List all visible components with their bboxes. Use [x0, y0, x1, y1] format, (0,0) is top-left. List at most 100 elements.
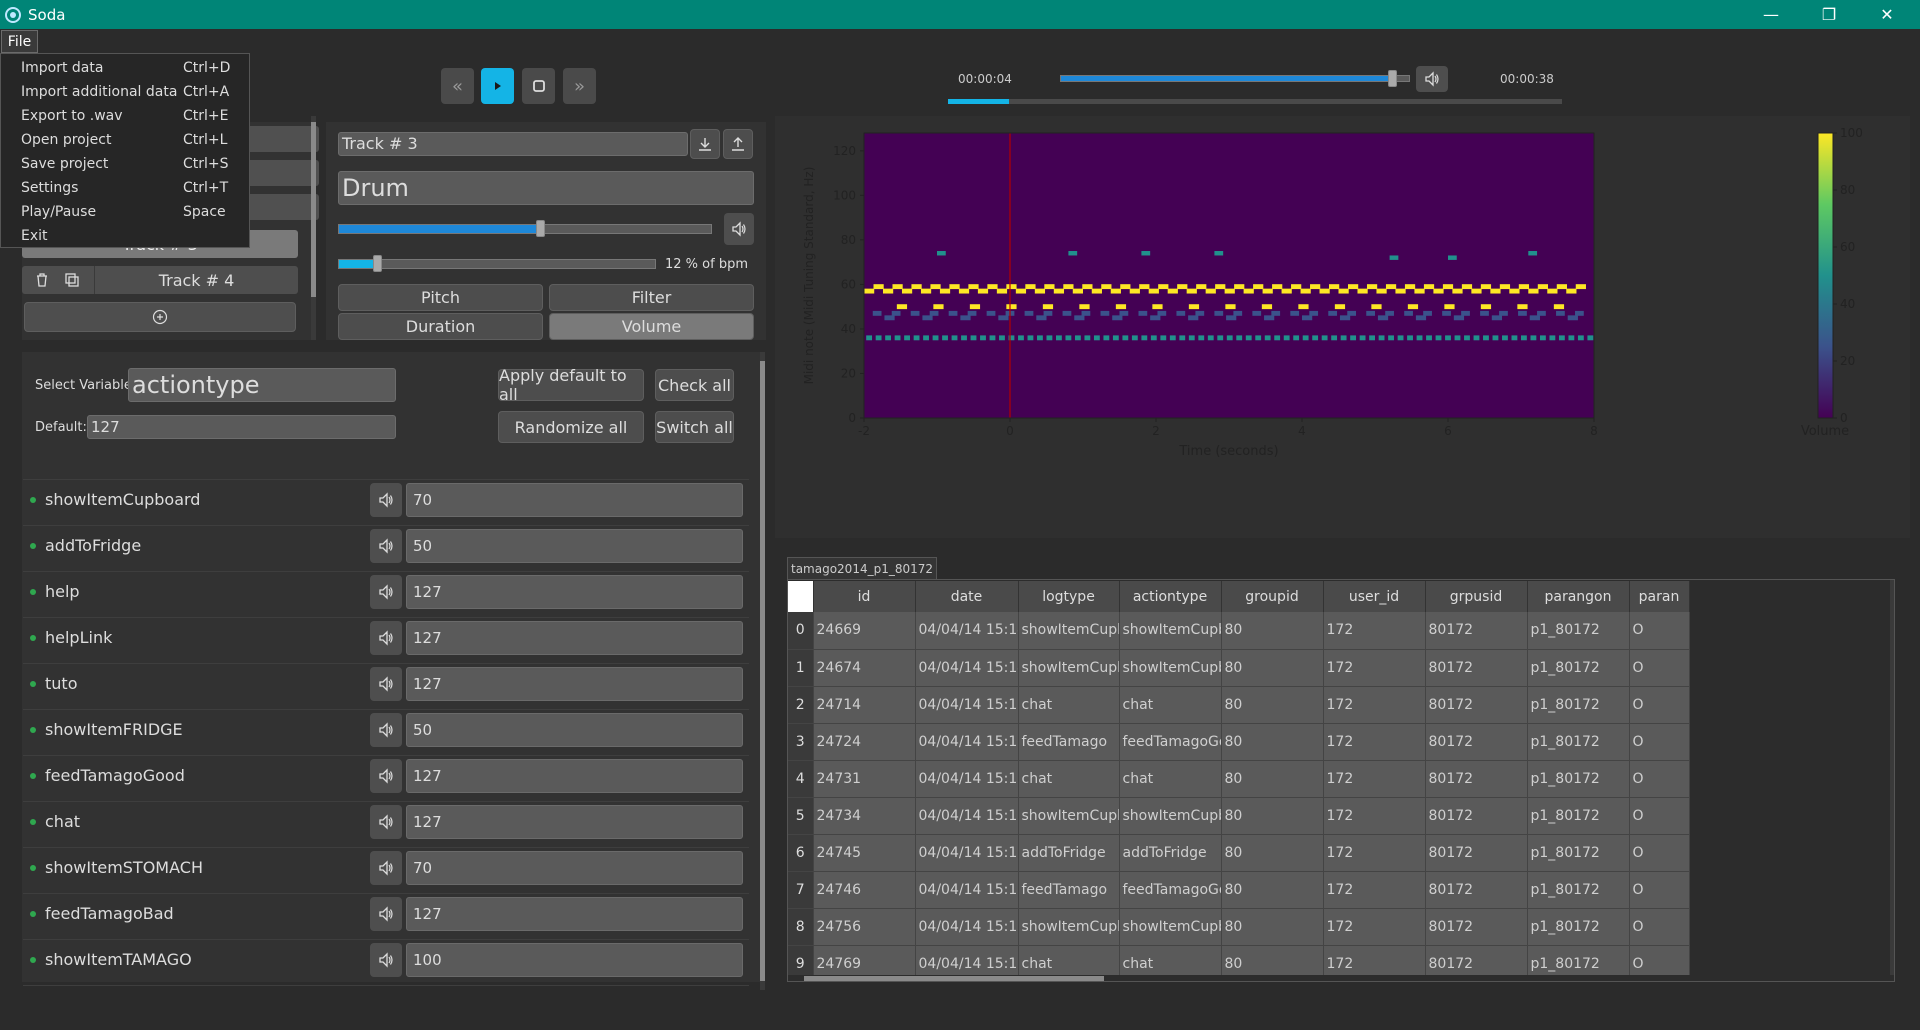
menu-item-settings[interactable]: Settings Ctrl+T [1, 176, 249, 200]
table-cell[interactable]: 172 [1323, 686, 1426, 724]
row-header[interactable]: 8 [788, 908, 814, 946]
check-all-button[interactable]: Check all [655, 369, 734, 401]
track-row-2[interactable] [247, 160, 319, 186]
variable-listen-button[interactable] [370, 621, 402, 655]
table-cell[interactable]: 24745 [813, 834, 916, 872]
track-row-3[interactable] [247, 194, 319, 220]
table-cell[interactable]: p1_80172 [1527, 871, 1630, 909]
table-corner-select-all[interactable] [788, 581, 814, 612]
variable-value-field[interactable]: 127 [406, 667, 743, 701]
variable-value-field[interactable]: 127 [406, 621, 743, 655]
table-cell[interactable]: 04/04/14 15:14:20 [915, 649, 1019, 687]
table-cell[interactable]: 24714 [813, 686, 916, 724]
table-cell[interactable]: p1_80172 [1527, 760, 1630, 798]
apply-default-button[interactable]: Apply default to all [498, 366, 644, 404]
table-cell[interactable]: 80 [1221, 908, 1324, 946]
track-row-4[interactable]: Track # 4 [22, 266, 298, 294]
table-cell[interactable]: 80 [1221, 871, 1324, 909]
table-cell[interactable]: 80172 [1425, 723, 1528, 761]
table-cell[interactable]: O [1629, 649, 1690, 687]
variable-listen-button[interactable] [370, 483, 402, 517]
table-cell[interactable]: feedTamagoGo... [1119, 871, 1222, 909]
table-cell[interactable]: chat [1119, 686, 1222, 724]
bpm-handle[interactable] [372, 255, 382, 272]
table-cell[interactable]: feedTamagoGo... [1119, 723, 1222, 761]
table-cell[interactable]: showItemCupb... [1119, 649, 1222, 687]
menu-file[interactable]: File [1, 30, 38, 53]
variable-active-indicator[interactable] [30, 911, 36, 917]
track-volume-slider[interactable] [338, 220, 712, 237]
row-header[interactable]: 4 [788, 760, 814, 798]
variable-value-field[interactable]: 100 [406, 943, 743, 977]
variable-listen-button[interactable] [370, 759, 402, 793]
table-cell[interactable]: 04/04/14 15:16:53 [915, 908, 1019, 946]
variable-value-field[interactable]: 127 [406, 759, 743, 793]
export-track-button[interactable] [723, 129, 753, 159]
table-cell[interactable]: O [1629, 908, 1690, 946]
row-header[interactable]: 0 [788, 612, 814, 650]
column-header[interactable]: grpusid [1425, 581, 1528, 612]
variable-listen-button[interactable] [370, 851, 402, 885]
variable-value-field[interactable]: 127 [406, 575, 743, 609]
table-cell[interactable]: 172 [1323, 723, 1426, 761]
trash-icon[interactable] [34, 272, 50, 288]
variable-active-indicator[interactable] [30, 635, 36, 641]
table-cell[interactable]: 24756 [813, 908, 916, 946]
row-header[interactable]: 5 [788, 797, 814, 835]
rewind-button[interactable]: « [441, 68, 474, 104]
variable-active-indicator[interactable] [30, 589, 36, 595]
table-cell[interactable]: 80 [1221, 649, 1324, 687]
play-button[interactable] [481, 68, 514, 104]
variable-active-indicator[interactable] [30, 681, 36, 687]
table-cell[interactable]: 24731 [813, 760, 916, 798]
variable-active-indicator[interactable] [30, 865, 36, 871]
select-variable-field[interactable]: actiontype [128, 368, 396, 402]
table-cell[interactable]: O [1629, 834, 1690, 872]
column-header[interactable]: groupid [1221, 581, 1324, 612]
menu-item-export-wav[interactable]: Export to .wav Ctrl+E [1, 104, 249, 128]
variable-value-field[interactable]: 50 [406, 529, 743, 563]
table-cell[interactable]: 172 [1323, 834, 1426, 872]
table-cell[interactable]: showItemCupb... [1119, 908, 1222, 946]
variable-active-indicator[interactable] [30, 497, 36, 503]
table-cell[interactable]: chat [1018, 686, 1120, 724]
table-hscrollbar[interactable] [788, 975, 1890, 981]
variable-value-field[interactable]: 127 [406, 805, 743, 839]
table-cell[interactable]: p1_80172 [1527, 686, 1630, 724]
row-header[interactable]: 6 [788, 834, 814, 872]
table-cell[interactable]: 80 [1221, 723, 1324, 761]
table-cell[interactable]: addToFridge [1119, 834, 1222, 872]
variable-listen-button[interactable] [370, 943, 402, 977]
table-cell[interactable]: p1_80172 [1527, 797, 1630, 835]
data-tab[interactable]: tamago2014_p1_80172 [787, 557, 937, 579]
import-track-button[interactable] [690, 129, 720, 159]
add-track-button[interactable] [24, 302, 296, 332]
playback-progress-bar[interactable] [948, 99, 1562, 104]
table-cell[interactable]: 80172 [1425, 612, 1528, 650]
table-cell[interactable]: 80 [1221, 612, 1324, 650]
table-cell[interactable]: 80172 [1425, 908, 1528, 946]
bpm-slider[interactable] [338, 255, 656, 272]
table-cell[interactable]: addToFridge [1018, 834, 1120, 872]
menu-item-play-pause[interactable]: Play/Pause Space [1, 200, 249, 224]
column-header[interactable]: logtype [1018, 581, 1120, 612]
duplicate-icon[interactable] [64, 272, 80, 288]
row-header[interactable]: 3 [788, 723, 814, 761]
variable-listen-button[interactable] [370, 575, 402, 609]
column-header[interactable]: user_id [1323, 581, 1426, 612]
variables-scrollbar-thumb[interactable] [760, 361, 765, 981]
variable-listen-button[interactable] [370, 713, 402, 747]
variable-listen-button[interactable] [370, 667, 402, 701]
table-cell[interactable]: p1_80172 [1527, 908, 1630, 946]
table-cell[interactable]: 80 [1221, 797, 1324, 835]
table-cell[interactable]: O [1629, 723, 1690, 761]
volume-button[interactable]: Volume [549, 313, 754, 340]
table-cell[interactable]: 172 [1323, 797, 1426, 835]
variable-value-field[interactable]: 50 [406, 713, 743, 747]
table-cell[interactable]: 04/04/14 15:16:38 [915, 834, 1019, 872]
variable-active-indicator[interactable] [30, 957, 36, 963]
variable-listen-button[interactable] [370, 529, 402, 563]
